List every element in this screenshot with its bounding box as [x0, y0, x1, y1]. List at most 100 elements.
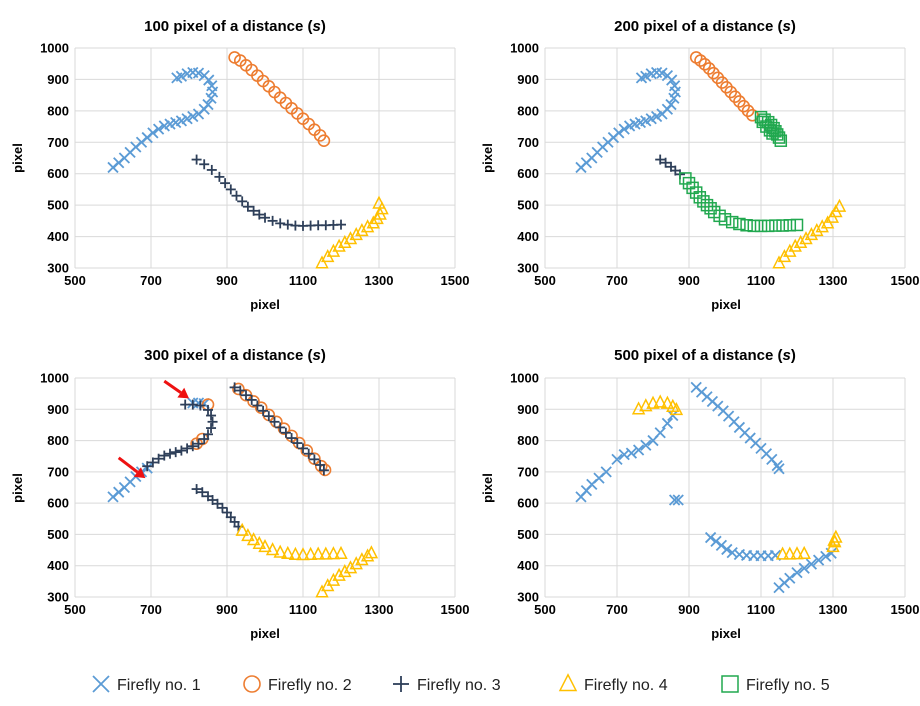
- data-point: [203, 429, 213, 440]
- data-point: [740, 219, 753, 232]
- y-axis-label: pixel: [10, 143, 25, 173]
- x-axis-label: pixel: [711, 626, 741, 641]
- data-point: [187, 110, 199, 123]
- x-axis-label: pixel: [250, 297, 280, 312]
- y-tick-label: 600: [517, 166, 539, 181]
- data-point: [267, 215, 278, 226]
- data-point: [790, 218, 804, 232]
- data-point: [710, 535, 722, 547]
- data-point: [311, 546, 325, 560]
- data-point: [805, 558, 818, 570]
- x-tick-label: 700: [606, 273, 628, 288]
- data-point: [600, 466, 612, 478]
- data-point: [309, 454, 320, 465]
- data-point: [694, 54, 707, 67]
- data-point: [206, 410, 217, 421]
- series-firefly-no-4: [315, 195, 389, 269]
- x-tick-label: 1300: [819, 602, 848, 617]
- data-point: [366, 215, 381, 229]
- data-point: [292, 438, 303, 449]
- data-point: [791, 566, 803, 579]
- data-point: [207, 416, 218, 427]
- x-tick-label: 1300: [365, 602, 394, 617]
- y-tick-label: 1000: [40, 41, 69, 56]
- data-point: [672, 494, 684, 506]
- series-firefly-no-1: [575, 381, 837, 594]
- data-point: [771, 459, 783, 472]
- y-tick-label: 700: [517, 135, 539, 150]
- y-tick-label: 800: [517, 103, 539, 118]
- data-point: [217, 502, 228, 513]
- data-point: [775, 546, 790, 560]
- y-tick-label: 600: [47, 166, 69, 181]
- series-firefly-no-1: [575, 66, 681, 174]
- data-point: [804, 227, 819, 241]
- data-point: [625, 447, 638, 459]
- data-point: [364, 545, 379, 559]
- data-point: [700, 198, 714, 212]
- chart-panel-200px: 200 pixel of a distance (s) pixel pixel …: [480, 18, 919, 312]
- data-point: [704, 202, 717, 215]
- series-firefly-no-4: [631, 394, 843, 560]
- data-point: [726, 546, 738, 559]
- data-point: [613, 127, 625, 139]
- data-point: [793, 234, 808, 249]
- data-point: [654, 427, 666, 439]
- data-point: [349, 556, 363, 570]
- x-tick-label: 500: [64, 602, 86, 617]
- data-point: [618, 123, 630, 135]
- data-point: [631, 401, 646, 415]
- x-axis-label: pixel: [250, 626, 280, 641]
- data-point: [725, 215, 739, 229]
- data-point: [334, 545, 348, 560]
- data-point: [275, 218, 286, 229]
- data-point: [277, 422, 291, 435]
- data-point: [147, 457, 158, 468]
- legend-item: Firefly no. 1: [92, 675, 201, 694]
- data-point: [231, 190, 242, 201]
- y-tick-label: 400: [517, 558, 539, 573]
- data-point: [770, 128, 784, 141]
- data-point: [790, 546, 804, 560]
- data-point: [646, 395, 660, 409]
- y-tick-label: 900: [47, 402, 69, 417]
- x-tick-label: 900: [678, 273, 700, 288]
- data-point: [343, 560, 358, 574]
- data-point: [252, 400, 263, 411]
- x-tick-label: 900: [216, 602, 238, 617]
- grid: [74, 377, 456, 598]
- data-point: [303, 448, 314, 459]
- data-point: [326, 546, 341, 560]
- data-point: [798, 562, 810, 574]
- data-point: [241, 528, 255, 542]
- legend-item: Firefly no. 2: [243, 675, 352, 694]
- data-point: [810, 222, 824, 237]
- data-point: [827, 532, 841, 546]
- data-point: [611, 453, 623, 465]
- data-point: [171, 72, 183, 84]
- y-tick-label: 800: [47, 103, 69, 118]
- series-firefly-no-2: [190, 382, 332, 477]
- data-point: [187, 441, 198, 452]
- x-tick-label: 1100: [747, 602, 775, 617]
- data-point: [783, 219, 797, 232]
- data-point: [176, 445, 187, 456]
- x-tick-label: 500: [534, 602, 556, 617]
- data-point: [812, 554, 825, 566]
- y-tick-label: 900: [47, 72, 69, 87]
- data-point: [254, 401, 268, 415]
- data-point: [180, 399, 191, 410]
- legend-item: Firefly no. 4: [558, 673, 668, 694]
- annotation-arrow: [163, 379, 189, 399]
- y-tick-label: 500: [517, 527, 539, 542]
- legend-label: Firefly no. 2: [268, 677, 352, 694]
- legend-item: Firefly no. 3: [393, 676, 501, 694]
- data-point: [258, 405, 269, 416]
- series-firefly-no-4: [235, 522, 379, 598]
- legend-marker-triangle: [558, 673, 578, 692]
- data-point: [298, 443, 308, 454]
- data-point: [246, 532, 261, 546]
- data-point: [220, 178, 231, 189]
- y-tick-label: 1000: [510, 371, 539, 386]
- data-point: [799, 231, 813, 245]
